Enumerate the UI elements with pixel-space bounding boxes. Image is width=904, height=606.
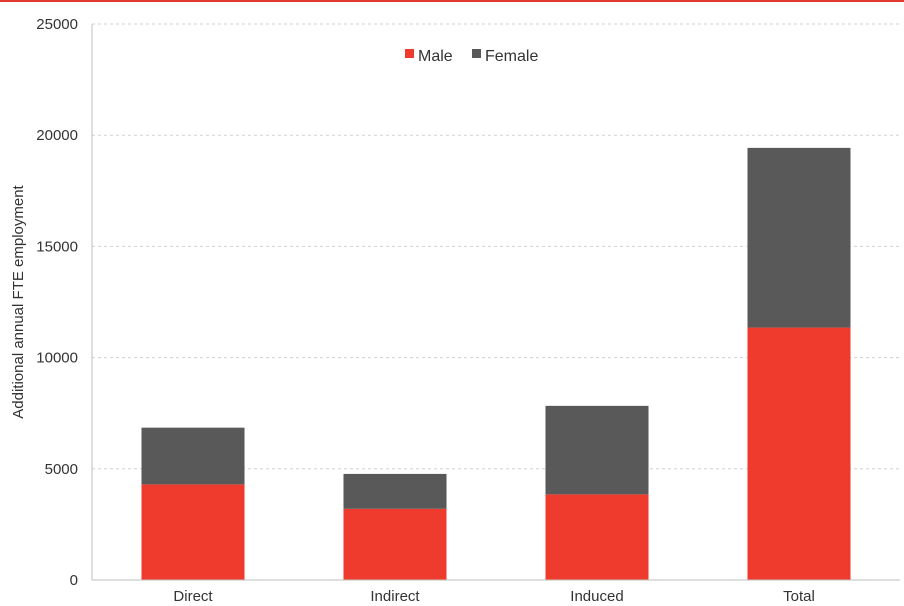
bars — [141, 147, 851, 580]
legend-label-male: Male — [418, 48, 453, 65]
bar-female-total — [747, 147, 851, 328]
legend-label-female: Female — [485, 48, 538, 65]
bar-female-indirect — [343, 473, 447, 509]
bar-male-induced — [545, 494, 649, 580]
bar-male-total — [747, 327, 851, 580]
y-tick-label: 0 — [70, 572, 78, 589]
x-tick-label: Direct — [173, 588, 213, 605]
bar-female-direct — [141, 427, 245, 485]
legend: Male Female — [405, 48, 538, 65]
y-tick-label: 15000 — [36, 238, 78, 255]
axes: 0 5000 10000 15000 20000 25000 Direct Indirect I… — [36, 16, 900, 605]
x-tick-label: Induced — [570, 588, 623, 605]
top-accent-rule — [0, 0, 904, 2]
x-tick-label: Indirect — [370, 588, 420, 605]
y-tick-label: 10000 — [36, 350, 78, 367]
legend-swatch-female — [472, 49, 481, 58]
legend-swatch-male — [405, 49, 414, 58]
bar-male-indirect — [343, 508, 447, 580]
y-tick-label: 20000 — [36, 127, 78, 144]
bar-male-direct — [141, 484, 245, 580]
y-tick-label: 25000 — [36, 16, 78, 33]
y-axis-label: Additional annual FTE employment — [10, 184, 27, 418]
y-tick-label: 5000 — [45, 461, 78, 478]
bar-female-induced — [545, 405, 649, 495]
x-tick-label: Total — [783, 588, 815, 605]
